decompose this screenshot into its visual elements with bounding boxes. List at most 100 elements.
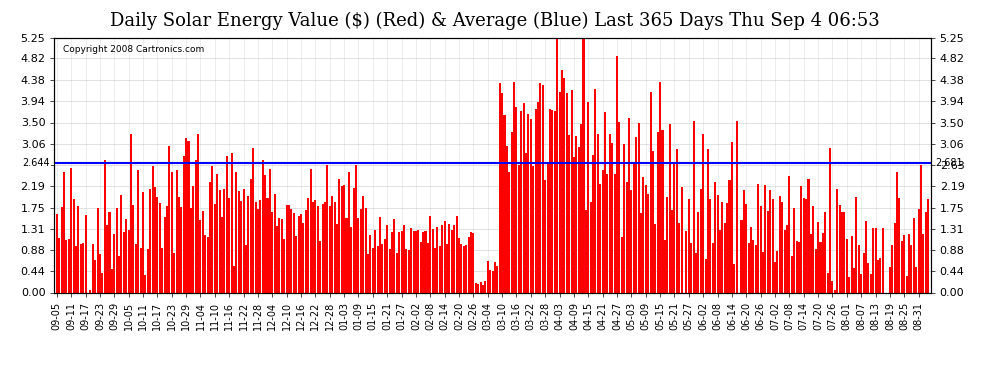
Bar <box>798 242 800 292</box>
Bar <box>611 143 613 292</box>
Bar <box>133 205 135 292</box>
Bar <box>324 202 326 292</box>
Bar <box>752 240 754 292</box>
Bar <box>767 211 769 292</box>
Bar <box>381 244 383 292</box>
Text: Daily Solar Energy Value ($) (Red) & Average (Blue) Last 365 Days Thu Sep 4 06:5: Daily Solar Energy Value ($) (Red) & Ave… <box>110 11 880 30</box>
Bar <box>501 93 503 292</box>
Bar <box>729 180 731 292</box>
Bar <box>248 196 249 292</box>
Bar <box>295 236 297 292</box>
Bar <box>920 165 922 292</box>
Bar <box>450 230 452 292</box>
Bar <box>58 238 60 292</box>
Bar <box>791 256 793 292</box>
Bar <box>327 165 329 292</box>
Bar <box>430 216 432 292</box>
Bar <box>221 217 223 292</box>
Bar <box>779 196 781 292</box>
Bar <box>546 164 548 292</box>
Bar <box>364 208 366 292</box>
Bar <box>506 146 508 292</box>
Bar <box>597 134 599 292</box>
Bar <box>590 202 592 292</box>
Bar <box>398 232 400 292</box>
Bar <box>631 190 633 292</box>
Bar <box>339 179 341 292</box>
Bar <box>834 290 836 292</box>
Bar <box>92 243 94 292</box>
Bar <box>719 230 721 292</box>
Text: Copyright 2008 Cartronics.com: Copyright 2008 Cartronics.com <box>63 45 205 54</box>
Bar <box>925 211 927 292</box>
Bar <box>499 83 501 292</box>
Bar <box>523 103 525 292</box>
Bar <box>551 110 553 292</box>
Bar <box>865 221 867 292</box>
Bar <box>266 198 268 292</box>
Bar <box>238 191 240 292</box>
Bar <box>462 246 465 292</box>
Bar <box>602 170 604 292</box>
Bar <box>896 172 898 292</box>
Bar <box>362 196 364 292</box>
Bar <box>145 275 147 292</box>
Bar <box>317 206 319 292</box>
Bar <box>269 169 271 292</box>
Bar <box>594 89 597 292</box>
Bar <box>906 276 908 292</box>
Bar <box>697 212 699 292</box>
Bar <box>580 124 582 292</box>
Bar <box>161 248 163 292</box>
Bar <box>418 230 420 292</box>
Bar <box>638 123 640 292</box>
Bar <box>549 109 551 292</box>
Bar <box>825 212 827 292</box>
Bar <box>439 246 441 292</box>
Bar <box>226 156 228 292</box>
Bar <box>374 230 376 292</box>
Bar <box>60 207 62 292</box>
Bar <box>857 245 859 292</box>
Bar <box>899 198 901 292</box>
Bar <box>99 254 101 292</box>
Bar <box>705 259 707 292</box>
Bar <box>104 160 106 292</box>
Bar <box>138 170 140 292</box>
Bar <box>286 205 288 292</box>
Bar <box>413 231 415 292</box>
Bar <box>396 253 398 292</box>
Bar <box>673 162 675 292</box>
Bar <box>310 169 312 292</box>
Bar <box>911 245 913 292</box>
Bar <box>372 248 374 292</box>
Bar <box>219 190 221 292</box>
Bar <box>470 232 472 292</box>
Bar <box>101 273 103 292</box>
Bar <box>805 200 807 292</box>
Bar <box>319 241 321 292</box>
Bar <box>252 148 254 292</box>
Bar <box>261 160 263 292</box>
Bar <box>458 238 460 292</box>
Bar <box>796 241 798 292</box>
Bar <box>793 208 795 292</box>
Bar <box>647 194 649 292</box>
Bar <box>879 258 881 292</box>
Bar <box>379 217 381 292</box>
Bar <box>273 194 275 292</box>
Bar <box>537 102 539 292</box>
Bar <box>355 165 357 292</box>
Bar <box>183 156 185 292</box>
Bar <box>434 248 436 292</box>
Bar <box>815 249 817 292</box>
Bar <box>341 186 343 292</box>
Bar <box>202 211 204 292</box>
Bar <box>388 249 391 292</box>
Bar <box>393 219 395 292</box>
Bar <box>350 227 352 292</box>
Bar <box>154 188 156 292</box>
Bar <box>525 153 527 292</box>
Bar <box>126 219 128 292</box>
Bar <box>315 200 317 292</box>
